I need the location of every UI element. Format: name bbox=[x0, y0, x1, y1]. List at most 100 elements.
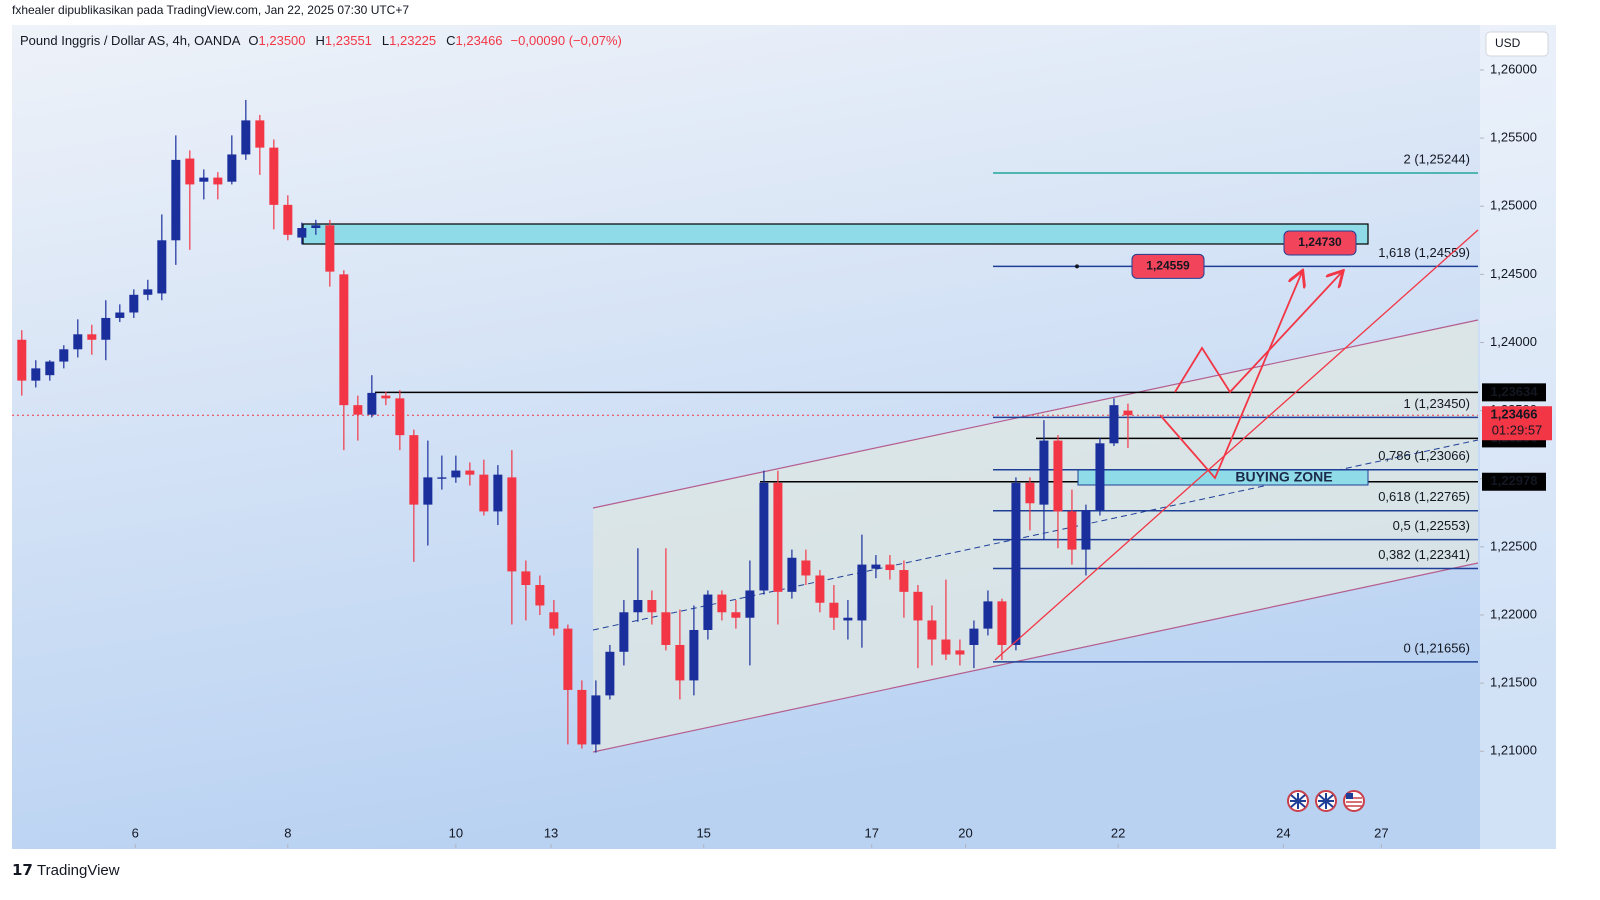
symbol-header: Pound Inggris / Dollar AS, 4h, OANDA O1,2… bbox=[20, 33, 622, 48]
candle-body bbox=[325, 225, 335, 272]
candle-body bbox=[115, 312, 125, 318]
candle-body bbox=[59, 349, 69, 362]
candle-body bbox=[689, 629, 699, 681]
candle-body bbox=[787, 557, 797, 592]
candle-body bbox=[745, 590, 755, 618]
candle-body bbox=[605, 651, 615, 696]
candle-body bbox=[535, 585, 545, 606]
candle-body bbox=[899, 570, 909, 592]
candle-body bbox=[157, 240, 167, 294]
y-tick-label: 1,22500 bbox=[1490, 538, 1537, 553]
ohlc-value: 1,23500 bbox=[259, 33, 306, 48]
price-tag bbox=[1482, 472, 1546, 491]
candle-body bbox=[45, 361, 55, 376]
candle-body bbox=[241, 120, 251, 155]
candle-body bbox=[129, 294, 139, 313]
y-tick-label: 1,21500 bbox=[1490, 675, 1537, 690]
y-tick-label: 1,21000 bbox=[1490, 743, 1537, 758]
candle-body bbox=[367, 392, 377, 415]
brand: 𝟭𝟳 TradingView bbox=[12, 862, 120, 879]
candle-body bbox=[731, 612, 741, 618]
fib-label: 0 (1,21656) bbox=[1404, 640, 1471, 655]
candle-body bbox=[997, 601, 1007, 645]
candle-body bbox=[409, 435, 419, 505]
candle-body bbox=[955, 650, 965, 655]
candle-body bbox=[255, 120, 265, 148]
flag-uk-cross bbox=[1318, 793, 1334, 809]
candle-body bbox=[381, 395, 391, 399]
target-label: 1,24559 bbox=[1146, 258, 1190, 272]
event-flags bbox=[1287, 790, 1365, 812]
x-tick-label: 6 bbox=[132, 825, 139, 840]
x-tick-label: 13 bbox=[544, 825, 558, 840]
currency-label[interactable]: USD bbox=[1495, 36, 1521, 50]
candle-body bbox=[871, 564, 881, 569]
channel-lower bbox=[592, 562, 1479, 753]
candle-body bbox=[185, 158, 195, 185]
candle-body bbox=[437, 477, 447, 479]
candle-body bbox=[577, 689, 587, 745]
fib-label: 1 (1,23450) bbox=[1404, 396, 1471, 411]
channel-upper bbox=[592, 319, 1479, 509]
candle-body bbox=[269, 147, 279, 205]
candle-body bbox=[171, 159, 181, 241]
published-note: fxhealer dipublikasikan pada TradingView… bbox=[12, 3, 409, 17]
candle-body bbox=[717, 594, 727, 613]
y-tick-label: 1,22000 bbox=[1490, 606, 1537, 621]
ohlc-key: L bbox=[382, 33, 389, 48]
price-tag-label: 1,22978 bbox=[1491, 473, 1538, 488]
candle-body bbox=[493, 474, 503, 512]
ohlc-key: C bbox=[446, 33, 455, 48]
candle-body bbox=[451, 470, 461, 478]
candle-body bbox=[773, 482, 783, 592]
candle-body bbox=[395, 398, 405, 436]
candle-body bbox=[1011, 482, 1021, 645]
candle-body bbox=[913, 591, 923, 621]
x-tick-label: 17 bbox=[864, 825, 878, 840]
candle-body bbox=[423, 477, 433, 505]
candle-body bbox=[213, 177, 223, 185]
candle-body bbox=[843, 617, 853, 621]
flag-uk-cross bbox=[1290, 793, 1306, 809]
candle-body bbox=[829, 602, 839, 618]
candle-body bbox=[199, 177, 209, 182]
change: −0,00090 (−0,07%) bbox=[511, 33, 622, 48]
x-tick-label: 22 bbox=[1111, 825, 1125, 840]
x-tick-label: 8 bbox=[284, 825, 291, 840]
price-tag bbox=[1482, 383, 1546, 402]
candle-body bbox=[647, 600, 657, 613]
x-tick-label: 24 bbox=[1276, 825, 1290, 840]
trend-line bbox=[994, 229, 1479, 661]
candle-body bbox=[31, 368, 41, 381]
candle-body bbox=[479, 474, 489, 512]
candle-body bbox=[87, 334, 97, 340]
candle-body bbox=[759, 482, 769, 591]
candle-body bbox=[927, 620, 937, 640]
y-tick-label: 1,24500 bbox=[1490, 266, 1537, 281]
ohlc-value: 1,23551 bbox=[325, 33, 372, 48]
x-tick-label: 27 bbox=[1374, 825, 1388, 840]
candle-body bbox=[465, 470, 475, 475]
candle-body bbox=[633, 600, 643, 613]
supply-zone bbox=[302, 223, 1369, 245]
candle-body bbox=[1081, 510, 1091, 550]
candle-body bbox=[703, 594, 713, 630]
candle-body bbox=[283, 204, 293, 235]
currency-button[interactable] bbox=[1485, 31, 1549, 57]
y-tick-label: 1,25000 bbox=[1490, 198, 1537, 213]
candle-body bbox=[885, 564, 895, 571]
candle-body bbox=[311, 225, 321, 229]
candle-body bbox=[675, 644, 685, 681]
candle-body bbox=[549, 612, 559, 629]
fib-label: 0,5 (1,22553) bbox=[1393, 518, 1470, 533]
candle-body bbox=[857, 564, 867, 621]
buying-zone bbox=[1077, 469, 1369, 486]
y-tick-label: 1,25500 bbox=[1490, 130, 1537, 145]
anchor-dot bbox=[1075, 264, 1079, 269]
candle-body bbox=[1123, 410, 1133, 416]
candle-body bbox=[17, 339, 27, 381]
flag-us-canton bbox=[1346, 793, 1353, 799]
fib-label: 0,786 (1,23066) bbox=[1378, 448, 1470, 463]
target-box bbox=[1283, 230, 1357, 256]
last-price-label: 1,23466 bbox=[1491, 407, 1538, 422]
